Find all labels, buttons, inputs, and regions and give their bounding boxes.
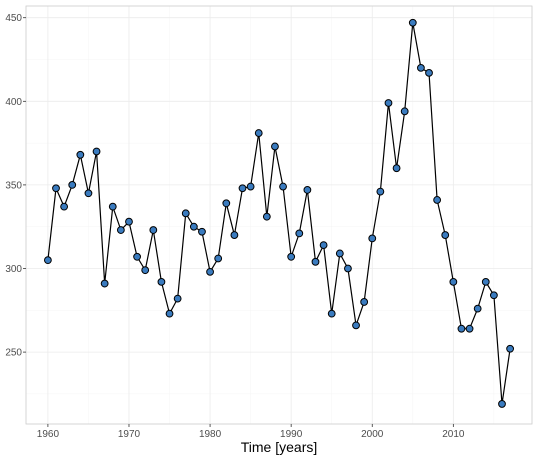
data-point [198,227,206,236]
data-point [92,147,101,156]
x-tick-label: 2000 [361,429,384,440]
x-tick-label: 1980 [199,429,222,440]
data-point [84,189,93,198]
y-tick-label: 300 [5,264,22,275]
y-tick-label: 350 [5,180,22,191]
data-point [133,252,141,261]
data-point [335,249,344,258]
data-point [376,187,385,196]
data-point [400,107,409,116]
data-point [165,309,174,318]
data-point [76,150,85,159]
y-tick-label: 400 [5,97,22,108]
data-point [481,277,490,286]
data-point [230,231,239,239]
data-point [425,68,433,77]
data-point [368,234,377,243]
x-axis: 1960 1970 1980 1990 2000 2010 [37,424,465,440]
data-point [173,294,182,303]
data-point [360,298,369,306]
data-point [68,181,77,189]
data-point [246,182,255,191]
y-axis: 250 300 350 400 450 [5,13,26,359]
data-point [392,164,401,173]
data-point [100,279,109,288]
plot-panel-border [25,5,533,425]
data-point [473,304,482,313]
data-point [465,324,474,333]
data-point [271,142,279,151]
data-point [352,321,360,330]
data-point [327,309,336,318]
series-points [43,18,515,408]
data-point [181,209,190,218]
data-point [417,63,425,72]
data-point [344,264,352,273]
data-point [433,196,442,204]
series-line [47,22,511,405]
data-point [262,212,271,221]
data-point [441,231,450,239]
data-point [52,184,60,193]
x-tick-label: 1990 [280,429,303,440]
data-point [287,252,296,261]
data-point [498,400,506,408]
data-point [222,199,231,208]
data-point [43,256,52,265]
x-axis-title: Time [years] [241,439,318,455]
data-point [125,217,133,226]
data-point [189,222,198,231]
data-point [384,99,393,107]
data-point [214,254,223,263]
data-point [449,277,458,286]
data-point [254,129,263,137]
data-point [489,291,498,300]
data-point [279,182,287,191]
data-point [408,18,417,27]
data-point [60,202,69,211]
major-gridlines [26,6,532,424]
x-tick-label: 1970 [118,429,141,440]
y-tick-label: 450 [5,13,22,24]
data-point [108,202,117,211]
x-tick-label: 2010 [442,429,465,440]
data-point [157,277,166,286]
data-point [311,257,320,266]
data-point [206,267,214,276]
data-point [506,344,515,353]
data-point [116,226,125,234]
minor-gridlines [26,6,532,424]
data-point [295,229,304,238]
data-point [319,241,328,249]
y-tick-label: 250 [5,348,22,359]
x-tick-label: 1960 [37,429,60,440]
data-point [238,184,247,193]
data-point [303,186,312,194]
data-point [149,226,158,234]
data-point [141,266,150,275]
data-point [457,324,466,333]
